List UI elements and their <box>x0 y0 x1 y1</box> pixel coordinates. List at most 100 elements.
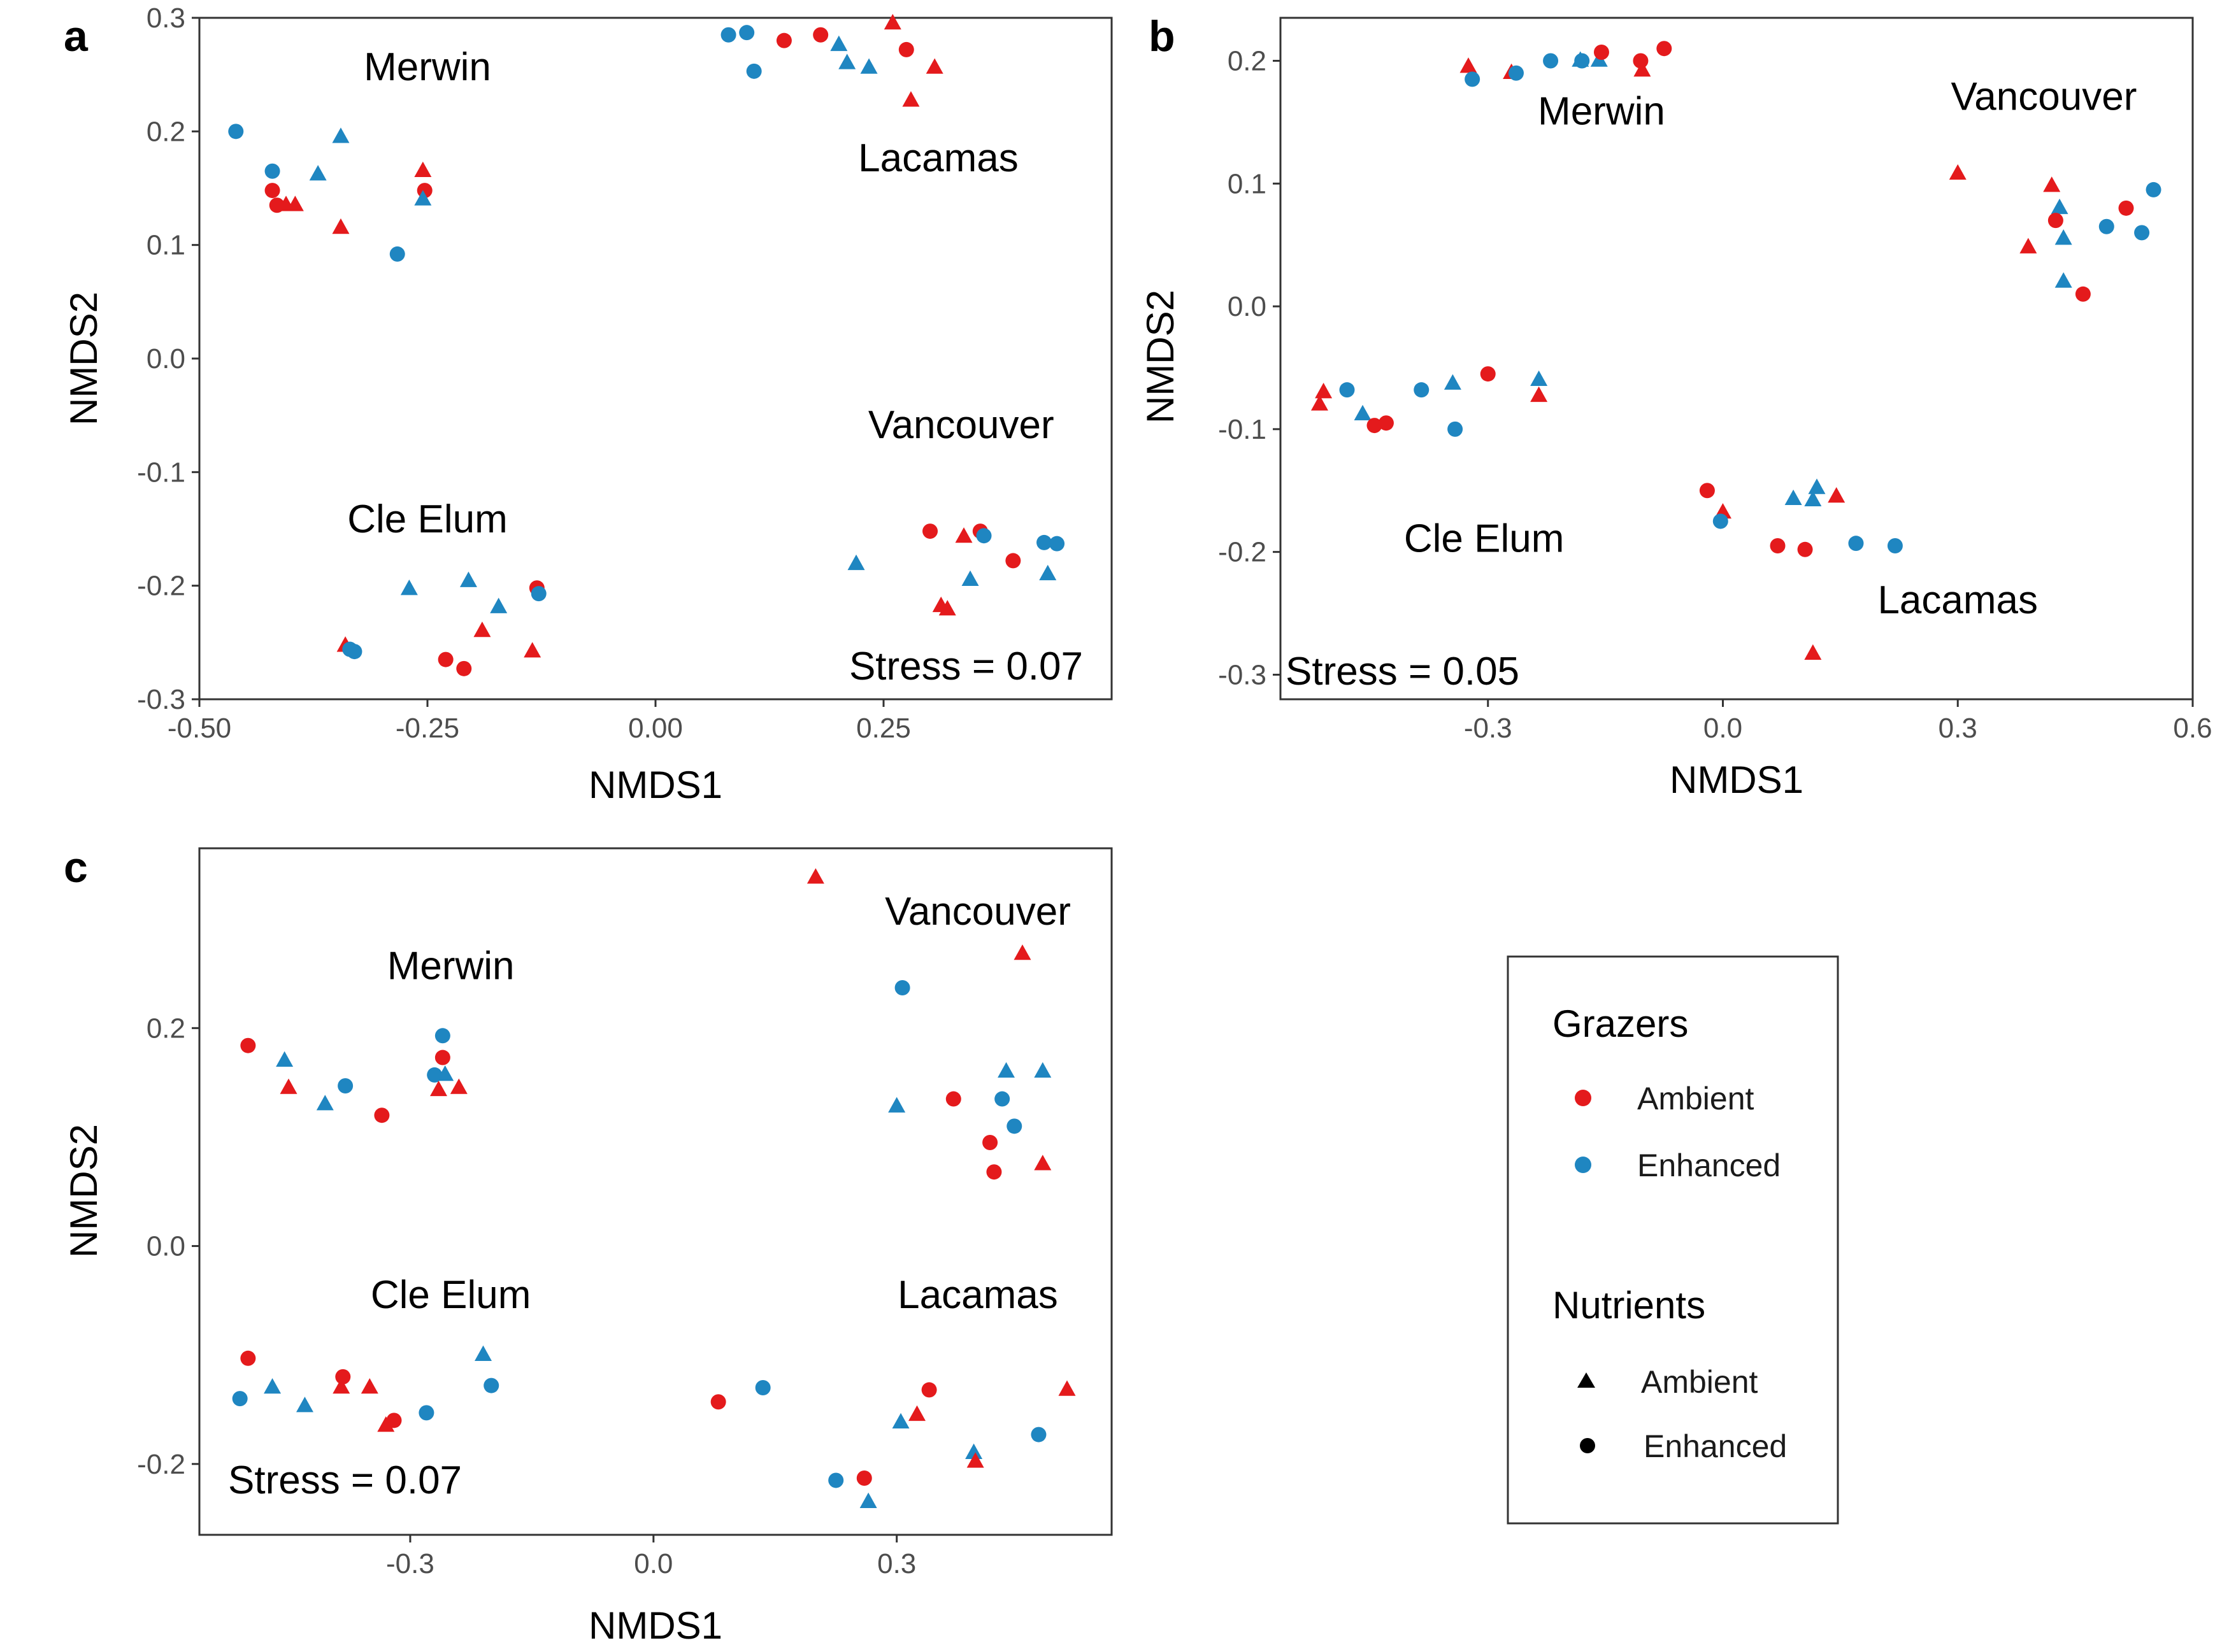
x-tick-label: 0.3 <box>877 1548 916 1579</box>
y-tick-label: -0.2 <box>137 571 185 602</box>
data-points <box>1310 41 2161 660</box>
site-label-cle-elum: Cle Elum <box>1404 517 1565 561</box>
data-point-enhanced-grazers-ambient-nutrients <box>961 570 979 587</box>
y-tick-label: -0.3 <box>1218 659 1266 690</box>
legend-grazers-ambient-marker <box>1575 1090 1591 1106</box>
y-tick-label: -0.2 <box>137 1449 185 1480</box>
site-label-cle-elum: Cle Elum <box>371 1273 531 1317</box>
legend: Grazers Ambient Enhanced Nutrients Ambie… <box>1507 955 1839 1525</box>
data-point-enhanced-grazers-enhanced-nutrients <box>232 1391 248 1407</box>
data-point-enhanced-grazers-enhanced-nutrients <box>828 1472 844 1488</box>
data-point-enhanced-grazers-ambient-nutrients <box>2054 272 2072 288</box>
x-axis-title: NMDS1 <box>589 1604 722 1647</box>
data-point-ambient-grazers-enhanced-nutrients <box>776 32 792 48</box>
site-label-merwin: Merwin <box>364 45 491 89</box>
data-point-ambient-grazers-ambient-nutrients <box>1315 383 1333 399</box>
data-point-enhanced-grazers-ambient-nutrients <box>838 53 856 69</box>
data-point-enhanced-grazers-ambient-nutrients <box>1784 489 1802 506</box>
data-point-ambient-grazers-ambient-nutrients <box>333 1378 350 1394</box>
data-point-ambient-grazers-enhanced-nutrients <box>1770 538 1786 554</box>
panel-letter-c: c <box>64 843 88 892</box>
data-point-enhanced-grazers-ambient-nutrients <box>309 165 327 181</box>
data-points <box>228 13 1065 676</box>
legend-nutrients-ambient-label: Ambient <box>1641 1364 1758 1400</box>
data-point-enhanced-grazers-enhanced-nutrients <box>389 246 405 262</box>
data-point-enhanced-grazers-enhanced-nutrients <box>2146 182 2161 197</box>
stress-label: Stress = 0.07 <box>849 644 1083 688</box>
data-point-ambient-grazers-enhanced-nutrients <box>1699 483 1715 499</box>
data-point-ambient-grazers-ambient-nutrients <box>1530 386 1548 402</box>
data-point-ambient-grazers-enhanced-nutrients <box>856 1470 872 1486</box>
data-point-enhanced-grazers-enhanced-nutrients <box>1574 53 1590 69</box>
data-point-ambient-grazers-enhanced-nutrients <box>982 1135 998 1150</box>
plot-frame <box>198 847 1113 1536</box>
data-point-enhanced-grazers-ambient-nutrients <box>892 1413 910 1429</box>
data-point-ambient-grazers-ambient-nutrients <box>1058 1380 1076 1396</box>
data-point-ambient-grazers-enhanced-nutrients <box>2047 213 2063 229</box>
data-point-enhanced-grazers-ambient-nutrients <box>847 554 865 571</box>
data-point-enhanced-grazers-ambient-nutrients <box>888 1097 906 1113</box>
data-point-ambient-grazers-ambient-nutrients <box>1949 164 1967 180</box>
data-point-ambient-grazers-enhanced-nutrients <box>1005 553 1021 569</box>
site-label-lacamas: Lacamas <box>858 136 1019 180</box>
y-tick-label: 0.0 <box>1228 291 1266 322</box>
y-tick-label: 0.1 <box>147 230 185 261</box>
data-point-ambient-grazers-enhanced-nutrients <box>1797 541 1813 557</box>
data-point-ambient-grazers-ambient-nutrients <box>902 91 920 107</box>
data-point-enhanced-grazers-ambient-nutrients <box>490 597 508 613</box>
y-axis-title: NMDS2 <box>1139 290 1182 424</box>
data-point-ambient-grazers-enhanced-nutrients <box>922 523 938 539</box>
data-point-ambient-grazers-ambient-nutrients <box>377 1416 395 1432</box>
data-point-enhanced-grazers-ambient-nutrients <box>1808 478 1826 494</box>
data-point-enhanced-grazers-ambient-nutrients <box>296 1397 313 1413</box>
data-point-ambient-grazers-ambient-nutrients <box>1633 61 1651 77</box>
data-point-ambient-grazers-enhanced-nutrients <box>240 1037 256 1053</box>
y-ticks: 0.2 0.0 -0.2 <box>137 1013 199 1480</box>
data-point-enhanced-grazers-enhanced-nutrients <box>1712 513 1728 529</box>
data-point-enhanced-grazers-ambient-nutrients <box>264 1378 282 1394</box>
legend-nutrients-ambient-marker <box>1577 1372 1595 1388</box>
data-point-ambient-grazers-ambient-nutrients <box>450 1078 468 1094</box>
data-point-enhanced-grazers-enhanced-nutrients <box>1049 536 1065 552</box>
stress-label: Stress = 0.07 <box>228 1458 462 1502</box>
x-tick-label: 0.00 <box>628 713 683 744</box>
data-point-enhanced-grazers-ambient-nutrients <box>276 1051 294 1067</box>
site-label-merwin: Merwin <box>387 944 515 988</box>
panel-letter-a: a <box>64 12 89 61</box>
legend-nutrients-enhanced-label: Enhanced <box>1644 1428 1787 1464</box>
data-point-ambient-grazers-ambient-nutrients <box>938 600 956 616</box>
data-point-ambient-grazers-ambient-nutrients <box>1310 395 1328 411</box>
site-label-vancouver: Vancouver <box>1951 75 2137 119</box>
legend-nutrients-enhanced-marker <box>1580 1438 1595 1453</box>
data-point-ambient-grazers-enhanced-nutrients <box>1378 415 1394 431</box>
data-points <box>232 868 1076 1508</box>
y-tick-label: -0.1 <box>1218 414 1266 445</box>
x-tick-label: -0.25 <box>396 713 459 744</box>
data-point-enhanced-grazers-ambient-nutrients <box>400 580 418 595</box>
x-tick-label: 0.6 <box>2173 713 2212 744</box>
data-point-ambient-grazers-ambient-nutrients <box>473 622 491 637</box>
data-point-enhanced-grazers-ambient-nutrients <box>1034 1062 1052 1078</box>
site-label-merwin: Merwin <box>1538 90 1665 134</box>
data-point-ambient-grazers-enhanced-nutrients <box>2075 286 2091 302</box>
data-point-ambient-grazers-enhanced-nutrients <box>434 1050 450 1065</box>
y-tick-label: 0.2 <box>147 1013 185 1044</box>
y-tick-label: -0.3 <box>137 684 185 715</box>
data-point-ambient-grazers-ambient-nutrients <box>361 1378 378 1394</box>
data-point-enhanced-grazers-enhanced-nutrients <box>746 63 762 79</box>
data-point-enhanced-grazers-enhanced-nutrients <box>755 1380 771 1395</box>
data-point-ambient-grazers-enhanced-nutrients <box>374 1107 390 1123</box>
legend-nutrients-title: Nutrients <box>1552 1284 1705 1327</box>
plot-frame <box>198 17 1113 701</box>
legend-grazers-ambient-label: Ambient <box>1637 1081 1754 1116</box>
data-point-enhanced-grazers-ambient-nutrients <box>830 35 848 52</box>
data-point-ambient-grazers-ambient-nutrients <box>1804 644 1822 660</box>
data-point-ambient-grazers-enhanced-nutrients <box>264 183 280 199</box>
x-ticks: -0.50 -0.25 0.00 0.25 <box>168 699 911 744</box>
data-point-enhanced-grazers-enhanced-nutrients <box>531 586 547 602</box>
y-tick-label: 0.3 <box>147 3 185 34</box>
data-point-enhanced-grazers-ambient-nutrients <box>1804 490 1822 506</box>
data-point-ambient-grazers-enhanced-nutrients <box>921 1382 937 1398</box>
site-label-vancouver: Vancouver <box>868 403 1054 447</box>
data-point-ambient-grazers-ambient-nutrients <box>884 13 901 30</box>
